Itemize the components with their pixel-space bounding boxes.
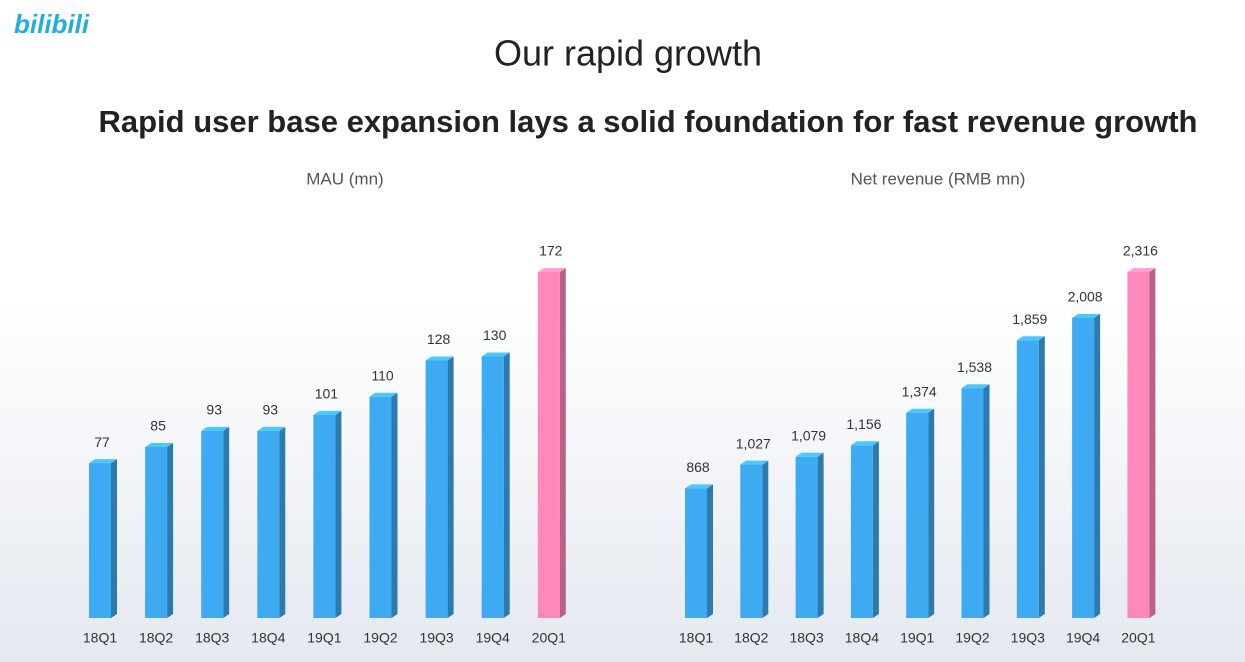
bar bbox=[850, 445, 873, 618]
x-tick-label: 18Q1 bbox=[83, 630, 117, 646]
value-label: 1,156 bbox=[846, 416, 881, 432]
bar-top bbox=[89, 459, 117, 464]
x-tick-label: 20Q1 bbox=[1121, 630, 1155, 646]
x-tick-label: 18Q3 bbox=[789, 630, 823, 646]
value-label: 868 bbox=[686, 459, 710, 475]
bar bbox=[89, 463, 111, 618]
value-label: 2,316 bbox=[1123, 243, 1158, 259]
bar-side bbox=[111, 459, 117, 618]
value-label: 1,027 bbox=[736, 435, 771, 451]
bar-side bbox=[762, 460, 769, 618]
bar-side bbox=[391, 392, 398, 618]
x-tick-label: 18Q4 bbox=[845, 630, 879, 646]
bar bbox=[537, 272, 560, 618]
bar-side bbox=[817, 452, 824, 618]
bar bbox=[795, 456, 818, 618]
value-label: 128 bbox=[427, 331, 451, 347]
bar-side bbox=[707, 484, 713, 618]
bar-side bbox=[1038, 336, 1045, 618]
bar-side bbox=[928, 408, 935, 618]
bar-top bbox=[201, 426, 230, 431]
bar-top bbox=[257, 426, 286, 431]
bar-side bbox=[983, 384, 990, 618]
bar-side bbox=[559, 268, 566, 618]
bar bbox=[1016, 340, 1039, 618]
x-tick-label: 20Q1 bbox=[532, 630, 566, 646]
logo: bilibili bbox=[14, 9, 90, 39]
bar bbox=[1127, 272, 1150, 618]
x-tick-label: 18Q4 bbox=[251, 630, 285, 646]
value-label: 101 bbox=[315, 386, 339, 402]
bar-top bbox=[961, 384, 990, 389]
x-tick-label: 18Q2 bbox=[734, 630, 768, 646]
bar-top bbox=[740, 460, 769, 465]
bar-top bbox=[145, 443, 174, 448]
x-tick-label: 19Q4 bbox=[1066, 630, 1100, 646]
bar-top bbox=[850, 441, 879, 446]
x-tick-label: 18Q1 bbox=[679, 630, 713, 646]
value-label: 77 bbox=[94, 434, 110, 450]
page-title: Our rapid growth bbox=[494, 33, 762, 74]
bar-top bbox=[537, 268, 566, 272]
bar-top bbox=[1016, 336, 1045, 341]
bar-side bbox=[223, 426, 230, 618]
x-tick-label: 19Q1 bbox=[307, 630, 341, 646]
bar-top bbox=[1127, 268, 1156, 272]
bar bbox=[201, 430, 224, 618]
value-label: 2,008 bbox=[1068, 289, 1103, 305]
value-label: 1,079 bbox=[791, 428, 826, 444]
x-tick-label: 19Q1 bbox=[900, 630, 934, 646]
x-tick-label: 19Q2 bbox=[955, 630, 989, 646]
value-label: 1,538 bbox=[957, 359, 992, 375]
bar bbox=[740, 464, 763, 618]
bar-top bbox=[906, 408, 935, 413]
bar-top bbox=[313, 410, 342, 415]
x-tick-label: 19Q3 bbox=[1011, 630, 1045, 646]
bar bbox=[685, 488, 707, 618]
bar bbox=[1072, 318, 1095, 618]
value-label: 172 bbox=[539, 243, 563, 259]
bar bbox=[145, 447, 168, 618]
bar-side bbox=[503, 352, 510, 618]
bar-top bbox=[481, 352, 510, 357]
x-tick-label: 19Q3 bbox=[419, 630, 453, 646]
bar bbox=[906, 412, 929, 618]
bar-side bbox=[1094, 314, 1101, 618]
chart-title: Net revenue (RMB mn) bbox=[851, 169, 1026, 188]
bar-side bbox=[447, 356, 454, 618]
x-tick-label: 18Q3 bbox=[195, 630, 229, 646]
bar-side bbox=[335, 410, 342, 618]
bar bbox=[425, 360, 448, 618]
page-subtitle: Rapid user base expansion lays a solid f… bbox=[98, 104, 1197, 139]
bar bbox=[257, 430, 280, 618]
value-label: 93 bbox=[263, 402, 279, 418]
bar bbox=[313, 414, 336, 618]
value-label: 93 bbox=[206, 402, 222, 418]
bar-side bbox=[872, 441, 879, 618]
bar-top bbox=[685, 484, 713, 489]
bar bbox=[481, 356, 504, 618]
value-label: 1,374 bbox=[902, 383, 937, 399]
x-tick-label: 19Q2 bbox=[363, 630, 397, 646]
bar bbox=[961, 388, 984, 618]
x-tick-label: 18Q2 bbox=[139, 630, 173, 646]
x-tick-label: 19Q4 bbox=[476, 630, 510, 646]
bar bbox=[369, 396, 392, 618]
value-label: 130 bbox=[483, 327, 507, 343]
bar-top bbox=[795, 452, 824, 457]
bar-side bbox=[279, 426, 286, 618]
bar-side bbox=[1149, 268, 1156, 618]
bar-top bbox=[425, 356, 454, 361]
value-label: 85 bbox=[150, 418, 166, 434]
bar-top bbox=[369, 392, 398, 397]
bar-top bbox=[1072, 314, 1101, 319]
value-label: 110 bbox=[371, 367, 394, 383]
bar-side bbox=[167, 443, 174, 618]
value-label: 1,859 bbox=[1012, 311, 1047, 327]
chart-title: MAU (mn) bbox=[306, 169, 383, 188]
